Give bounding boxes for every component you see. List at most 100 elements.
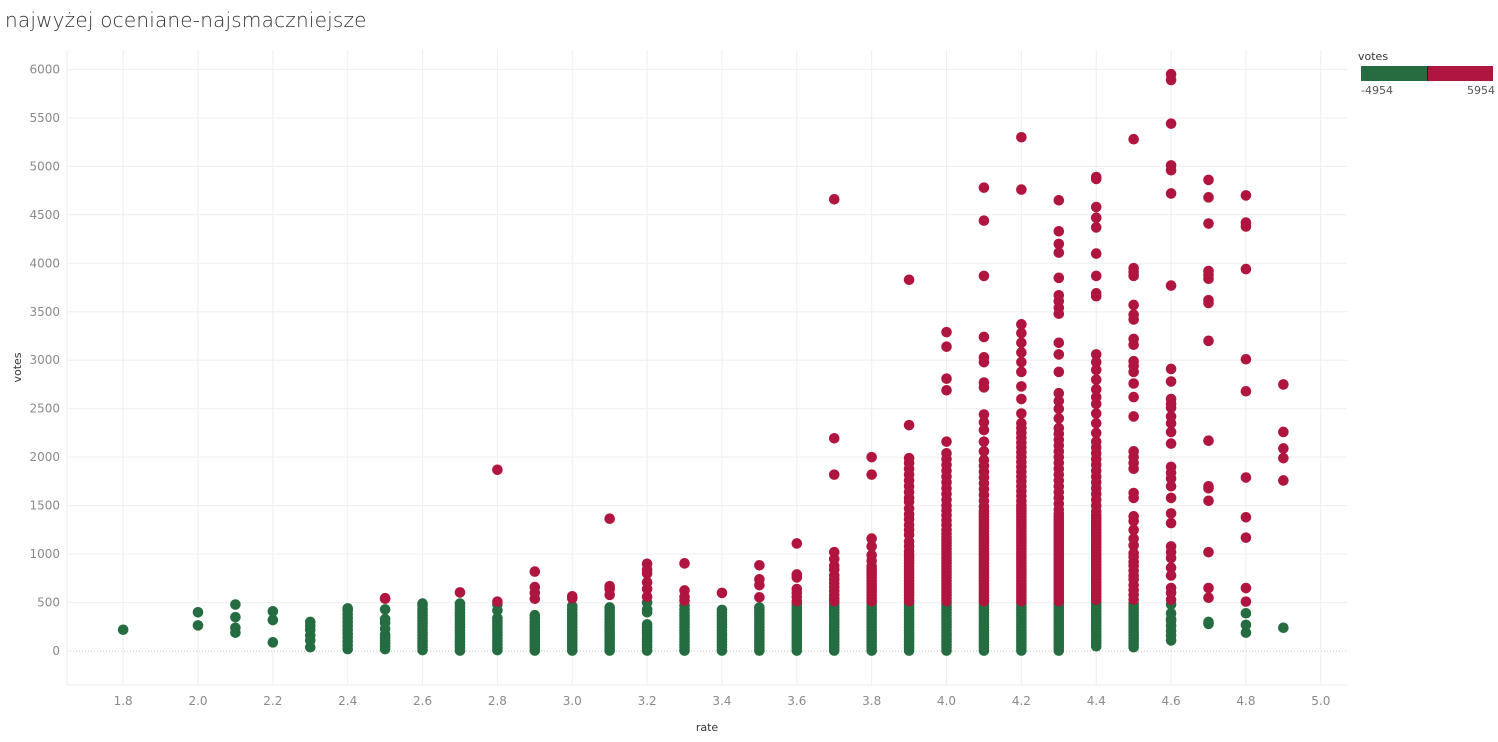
data-point[interactable]: [1165, 426, 1177, 438]
data-point[interactable]: [1165, 68, 1177, 80]
data-point[interactable]: [903, 419, 915, 431]
data-point[interactable]: [1016, 327, 1027, 339]
data-point[interactable]: [267, 606, 279, 617]
data-point[interactable]: [941, 326, 952, 338]
data-point[interactable]: [716, 604, 728, 616]
data-point[interactable]: [1165, 363, 1177, 375]
data-point[interactable]: [978, 416, 990, 428]
data-point[interactable]: [1053, 337, 1065, 349]
data-point[interactable]: [1016, 347, 1027, 358]
data-point[interactable]: [828, 432, 840, 444]
data-point[interactable]: [1240, 472, 1252, 483]
data-point[interactable]: [1203, 480, 1214, 492]
data-point[interactable]: [1203, 335, 1214, 347]
data-point[interactable]: [641, 558, 653, 570]
data-point[interactable]: [941, 436, 952, 447]
data-point[interactable]: [454, 587, 466, 598]
data-point[interactable]: [978, 409, 990, 420]
data-point[interactable]: [641, 576, 653, 588]
data-point[interactable]: [417, 598, 428, 609]
data-point[interactable]: [978, 331, 990, 343]
data-point[interactable]: [492, 464, 503, 476]
data-point[interactable]: [1053, 289, 1065, 301]
data-point[interactable]: [1016, 393, 1027, 405]
data-point[interactable]: [1165, 376, 1177, 387]
data-point[interactable]: [1165, 438, 1177, 449]
data-point[interactable]: [754, 602, 765, 613]
data-point[interactable]: [1165, 480, 1177, 492]
data-point[interactable]: [1240, 353, 1252, 365]
data-point[interactable]: [1090, 222, 1102, 233]
data-point[interactable]: [1016, 366, 1027, 378]
data-point[interactable]: [1128, 547, 1139, 559]
data-point[interactable]: [1165, 562, 1177, 573]
data-point[interactable]: [754, 559, 765, 571]
data-point[interactable]: [1165, 541, 1177, 552]
data-point[interactable]: [1053, 366, 1065, 378]
data-point[interactable]: [230, 611, 241, 623]
data-point[interactable]: [1165, 411, 1177, 422]
data-point[interactable]: [1165, 393, 1177, 405]
data-point[interactable]: [978, 454, 990, 466]
data-point[interactable]: [866, 541, 877, 552]
data-point[interactable]: [1128, 487, 1139, 499]
data-point[interactable]: [1128, 511, 1139, 522]
data-point[interactable]: [1090, 171, 1102, 183]
data-point[interactable]: [1203, 582, 1214, 594]
data-point[interactable]: [529, 581, 541, 593]
data-point[interactable]: [1278, 426, 1289, 438]
data-point[interactable]: [1240, 607, 1252, 619]
data-point[interactable]: [1053, 395, 1065, 407]
data-point[interactable]: [1203, 546, 1214, 558]
data-point[interactable]: [978, 446, 990, 457]
data-point[interactable]: [1165, 582, 1177, 594]
data-point[interactable]: [1016, 184, 1027, 195]
data-point[interactable]: [379, 613, 391, 625]
data-point[interactable]: [1278, 622, 1289, 634]
data-point[interactable]: [529, 609, 541, 621]
data-point[interactable]: [1128, 533, 1139, 544]
data-point[interactable]: [1090, 201, 1102, 213]
data-point[interactable]: [791, 569, 803, 580]
data-point[interactable]: [1053, 413, 1065, 424]
data-point[interactable]: [1203, 616, 1214, 628]
data-point[interactable]: [978, 377, 990, 388]
data-point[interactable]: [566, 590, 578, 602]
data-point[interactable]: [267, 614, 279, 626]
data-point[interactable]: [454, 598, 466, 609]
data-point[interactable]: [1016, 337, 1027, 349]
data-point[interactable]: [866, 469, 877, 480]
data-point[interactable]: [978, 436, 990, 447]
data-point[interactable]: [1165, 517, 1177, 529]
data-point[interactable]: [679, 558, 690, 569]
data-point[interactable]: [379, 604, 391, 615]
data-point[interactable]: [1203, 265, 1214, 277]
data-point[interactable]: [941, 447, 952, 459]
data-point[interactable]: [1165, 188, 1177, 199]
data-point[interactable]: [1278, 452, 1289, 464]
data-point[interactable]: [604, 513, 615, 525]
data-point[interactable]: [1240, 190, 1252, 201]
data-point[interactable]: [1203, 495, 1214, 507]
data-point[interactable]: [1128, 333, 1139, 345]
data-point[interactable]: [529, 566, 541, 577]
data-point[interactable]: [1165, 508, 1177, 519]
data-point[interactable]: [1240, 627, 1252, 638]
data-point[interactable]: [1090, 408, 1102, 419]
data-point[interactable]: [1090, 212, 1102, 224]
data-point[interactable]: [1240, 217, 1252, 228]
data-point[interactable]: [1016, 417, 1027, 429]
data-point[interactable]: [379, 592, 391, 604]
data-point[interactable]: [866, 533, 877, 544]
data-point[interactable]: [828, 469, 840, 480]
data-point[interactable]: [1165, 570, 1177, 581]
data-point[interactable]: [1165, 118, 1177, 129]
data-point[interactable]: [866, 451, 877, 463]
data-point[interactable]: [866, 549, 877, 561]
data-point[interactable]: [1278, 443, 1289, 454]
data-point[interactable]: [1053, 387, 1065, 399]
data-point[interactable]: [1203, 592, 1214, 604]
data-point[interactable]: [716, 587, 728, 599]
data-point[interactable]: [1128, 524, 1139, 536]
data-point[interactable]: [754, 591, 765, 603]
